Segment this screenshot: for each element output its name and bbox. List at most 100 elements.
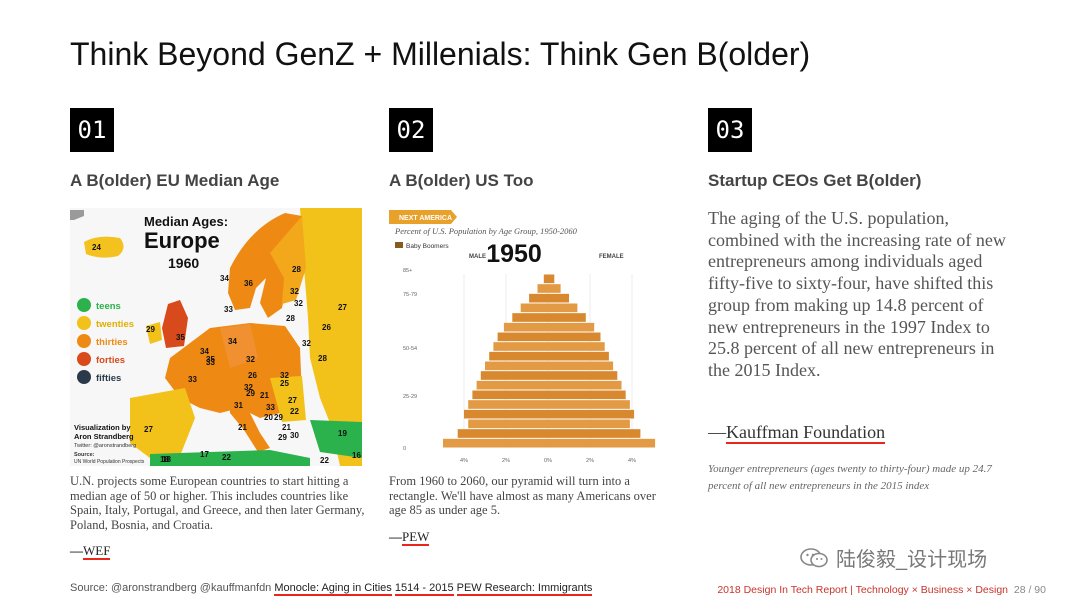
map-country-label: 18 [162, 455, 171, 464]
footer-link-monocle[interactable]: Monocle: Aging in Cities [274, 582, 392, 596]
map-country-label: 28 [286, 314, 295, 323]
pyramid-legend-swatch [395, 242, 403, 248]
attribution-pew-link[interactable]: PEW [402, 529, 430, 546]
map-country-label: 30 [290, 431, 299, 440]
map-country-label: 35 [176, 333, 185, 342]
map-country-label: 26 [248, 371, 257, 380]
legend-label-forties: forties [96, 355, 125, 366]
map-central-europe [165, 323, 302, 418]
map-country-label: 29 [278, 433, 287, 442]
map-country-label: 34 [228, 337, 237, 346]
footer-report: 2018 Design In Tech Report | Technology … [717, 584, 1046, 596]
map-germany [220, 324, 258, 368]
column-number-01: 01 [70, 108, 114, 152]
footer-link-1514-2015[interactable]: 1514 - 2015 [394, 582, 454, 596]
legend-label-teens: teens [96, 301, 121, 312]
column-number-03: 03 [708, 108, 752, 152]
pyramid-bar-male [512, 313, 548, 322]
map-country-label: 25 [280, 379, 289, 388]
footer-source-prefix: Source: @aronstrandberg @kauffmanfdn [70, 582, 272, 594]
attribution-dash: — [389, 529, 402, 544]
map-country-label: 24 [92, 243, 101, 252]
map-country-label: 32 [294, 299, 303, 308]
map-iceland [84, 236, 124, 258]
attribution-wef-link[interactable]: WEF [83, 543, 111, 560]
pyramid-bar-male [457, 429, 548, 438]
younger-entrepreneurs-note: Younger entrepreneurs (ages twenty to th… [708, 463, 992, 492]
map-country-label: 16 [352, 451, 361, 460]
pyramid-male-label: MALE [469, 254, 486, 260]
kauffman-quote: The aging of the U.S. population, combin… [708, 208, 1006, 380]
pyramid-bar-female [548, 293, 569, 303]
footer-link-pew[interactable]: PEW Research: Immigrants [456, 582, 593, 596]
pyramid-bar-female [548, 284, 561, 293]
map-country-label: 32 [244, 383, 253, 392]
pyramid-bar-male [464, 409, 548, 419]
footer-page-number: 28 / 90 [1013, 584, 1046, 596]
map-title-line1: Median Ages: [144, 214, 228, 229]
map-country-label: 35 [206, 355, 215, 364]
map-italy [230, 398, 270, 452]
pyramid-gridlines [463, 274, 633, 448]
pyramid-bar-female [548, 351, 609, 361]
footer-sources: Source: @aronstrandberg @kauffmanfdn Mon… [70, 582, 593, 596]
pyramid-bar-male [520, 303, 548, 313]
pyramid-bar-female [548, 313, 586, 322]
map-north-africa [150, 450, 310, 466]
legend-swatch-forties [77, 352, 91, 366]
pyramid-bar-male [537, 284, 548, 293]
map-title-line2: Europe [144, 228, 220, 253]
attribution-kauffman-link[interactable]: Kauffman Foundation [726, 422, 886, 444]
map-country-label: 32 [246, 355, 255, 364]
pyramid-bar-male [476, 380, 548, 390]
map-country-label: 22 [320, 456, 329, 465]
map-country-label: 17 [200, 450, 209, 459]
caption-eu: U.N. projects some European countries to… [70, 474, 365, 532]
pyramid-bar-male [503, 322, 548, 332]
pyramid-age-labels: 85+ 75-79 50-54 25-29 0 [403, 268, 417, 452]
map-country-label: 18 [160, 455, 169, 464]
pyramid-bar-female [548, 322, 595, 332]
map-country-label: 19 [338, 429, 347, 438]
pyramid-bar-female [548, 371, 618, 380]
pyramid-bar-female [548, 342, 605, 351]
legend-swatch-fifties [77, 370, 91, 384]
map-country-label: 29 [246, 389, 255, 398]
map-country-label: 32 [302, 339, 311, 348]
map-finland [270, 216, 306, 304]
pyramid-bar-male [468, 400, 548, 409]
pyramid-age-label: 25-29 [403, 394, 417, 400]
pyramid-bar-female [548, 380, 622, 390]
column-heading-ceos: Startup CEOs Get B(older) [708, 171, 922, 190]
pyramid-age-label: 85+ [403, 268, 412, 274]
attribution-kauffman: —Kauffman Foundation [708, 422, 886, 444]
map-country-label: 29 [146, 325, 155, 334]
legend-swatch-twenties [77, 316, 91, 330]
map-country-label: 21 [238, 423, 247, 432]
pyramid-bar-male [480, 371, 548, 380]
pyramid-x-tick: 2% [502, 458, 510, 464]
watermark: 陆俊毅_设计现场 [800, 543, 987, 572]
pyramid-age-label: 75-79 [403, 292, 417, 298]
map-country-label: 33 [224, 305, 233, 314]
map-legend: teens twenties thirties forties fifties [77, 298, 134, 384]
map-credit-line3: Twitter: @aronstrandberg [74, 443, 136, 449]
pyramid-legend-label: Baby Boomers [406, 243, 449, 250]
column-heading-us: A B(older) US Too [389, 171, 534, 190]
watermark-text: 陆俊毅_设计现场 [836, 549, 988, 571]
map-country-label: 34 [220, 274, 229, 283]
pyramid-banner-text: NEXT AMERICA [399, 215, 452, 222]
wechat-icon [800, 547, 828, 567]
map-country-label: 32 [280, 371, 289, 380]
pyramid-bar-male [472, 390, 548, 400]
map-credit-line2: Aron Strandberg [74, 432, 134, 441]
pyramid-x-ticks: 4% 2% 0% 2% 4% [460, 458, 636, 464]
caption-us: From 1960 to 2060, our pyramid will turn… [389, 474, 656, 517]
pyramid-bar-female [548, 390, 626, 400]
pyramid-bars [443, 274, 656, 448]
attribution-wef: —WEF [70, 543, 111, 560]
pyramid-x-tick: 2% [586, 458, 594, 464]
map-source-text: UN World Population Prospects [74, 459, 145, 465]
attribution-dash: — [708, 422, 726, 442]
attribution-dash: — [70, 543, 83, 558]
